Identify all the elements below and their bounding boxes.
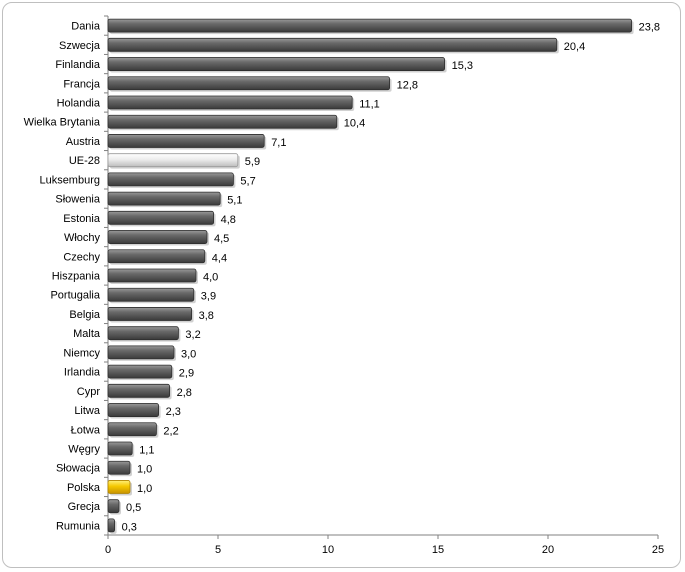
x-tick-label: 25 bbox=[652, 544, 664, 556]
data-label: 2,2 bbox=[163, 425, 178, 437]
data-label: 4,8 bbox=[221, 214, 236, 226]
bar bbox=[107, 172, 234, 187]
x-tick-label: 0 bbox=[105, 544, 111, 556]
data-label: 23,8 bbox=[639, 22, 660, 34]
bar bbox=[107, 326, 179, 341]
category-label: Szwecja bbox=[59, 40, 101, 52]
bar bbox=[107, 345, 175, 360]
bar bbox=[107, 383, 170, 398]
category-label: Litwa bbox=[74, 405, 101, 417]
x-tick-labels: 0 5 10 15 20 25 bbox=[105, 544, 664, 556]
bar bbox=[107, 18, 632, 33]
category-label: Austria bbox=[66, 136, 101, 148]
data-label: 5,1 bbox=[227, 195, 242, 207]
data-label: 1,0 bbox=[137, 483, 152, 495]
bar bbox=[107, 153, 239, 168]
data-label: 5,7 bbox=[240, 175, 255, 187]
category-label: Polska bbox=[67, 482, 101, 494]
category-label: Belgia bbox=[69, 309, 100, 321]
bar bbox=[107, 480, 131, 494]
category-label: Węgry bbox=[68, 444, 100, 456]
bar bbox=[107, 403, 159, 417]
category-label: Dania bbox=[71, 21, 101, 33]
data-label: 11,1 bbox=[359, 99, 380, 111]
data-label: 15,3 bbox=[452, 60, 473, 72]
category-label: Włochy bbox=[64, 232, 101, 244]
data-label: 4,0 bbox=[203, 272, 218, 284]
bars bbox=[107, 18, 634, 534]
category-label: Estonia bbox=[63, 213, 101, 225]
data-label: 3,2 bbox=[185, 329, 200, 341]
category-label: Finlandia bbox=[55, 59, 101, 71]
data-label: 10,4 bbox=[344, 118, 365, 130]
bar bbox=[107, 191, 221, 206]
bar bbox=[107, 441, 133, 456]
bar bbox=[107, 134, 265, 148]
category-label: Słowacja bbox=[56, 463, 101, 475]
data-label: 20,4 bbox=[564, 41, 585, 53]
bar bbox=[107, 518, 115, 533]
bar bbox=[107, 499, 120, 514]
data-label: 1,0 bbox=[137, 464, 152, 476]
bar bbox=[107, 422, 157, 437]
data-label: 2,3 bbox=[166, 406, 181, 418]
data-label: 7,1 bbox=[271, 137, 286, 149]
bar bbox=[107, 210, 214, 225]
bar bbox=[107, 307, 192, 321]
bar bbox=[107, 249, 206, 264]
x-tick-label: 20 bbox=[542, 544, 554, 556]
bar bbox=[107, 114, 338, 129]
data-label: 1,1 bbox=[139, 445, 154, 457]
category-label: Holandia bbox=[57, 98, 101, 110]
bar bbox=[107, 364, 173, 379]
category-label: Malta bbox=[73, 328, 101, 340]
data-label: 12,8 bbox=[397, 79, 418, 91]
data-label: 2,8 bbox=[177, 387, 192, 399]
data-label: 4,5 bbox=[214, 233, 229, 245]
data-label: 5,9 bbox=[245, 156, 260, 168]
category-label: Irlandia bbox=[64, 367, 101, 379]
category-label: Wielka Brytania bbox=[24, 117, 101, 129]
x-tick-label: 5 bbox=[215, 544, 221, 556]
category-label: Rumunia bbox=[56, 520, 101, 532]
category-label: Hiszpania bbox=[52, 271, 101, 283]
category-label: Francja bbox=[63, 78, 101, 90]
bar bbox=[107, 57, 446, 71]
category-label: Cypr bbox=[77, 386, 101, 398]
category-label: Luksemburg bbox=[39, 174, 100, 186]
data-label: 2,9 bbox=[179, 368, 194, 380]
data-label: 4,4 bbox=[212, 252, 227, 264]
category-label: Grecja bbox=[68, 501, 101, 513]
category-label: Portugalia bbox=[50, 290, 100, 302]
data-label: 0,5 bbox=[126, 502, 141, 514]
category-labels: Dania Szwecja Finlandia Francja Holandia Wiel… bbox=[24, 21, 101, 533]
x-tick-label: 10 bbox=[322, 544, 334, 556]
bar bbox=[107, 460, 131, 475]
data-label: 0,3 bbox=[122, 521, 137, 533]
bar bbox=[107, 287, 195, 302]
category-label: Łotwa bbox=[71, 424, 101, 436]
x-tick-label: 15 bbox=[432, 544, 444, 556]
value-labels: 23,8 20,4 15,3 12,8 11,1 10,4 7,1 5,9 5,7 5,1 4,8 4… bbox=[122, 22, 660, 534]
bar bbox=[107, 230, 208, 244]
data-label: 3,0 bbox=[181, 348, 196, 360]
category-label: Czechy bbox=[63, 251, 100, 263]
bar bbox=[107, 37, 558, 52]
bar bbox=[107, 268, 197, 283]
data-label: 3,8 bbox=[199, 310, 214, 322]
bar bbox=[107, 76, 391, 91]
category-label: Niemcy bbox=[63, 347, 100, 359]
category-label: UE-28 bbox=[69, 155, 100, 167]
bar bbox=[107, 95, 353, 110]
category-label: Słowenia bbox=[55, 194, 101, 206]
data-label: 3,9 bbox=[201, 291, 216, 303]
